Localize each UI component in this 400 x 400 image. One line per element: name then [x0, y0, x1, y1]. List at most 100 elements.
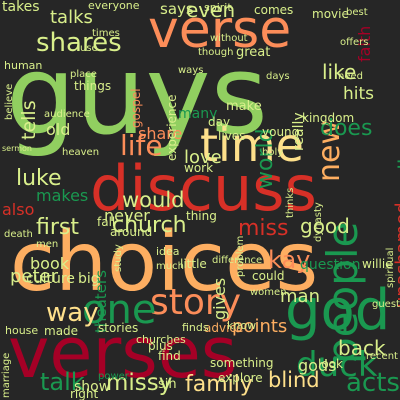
word: verses — [8, 312, 238, 394]
word: man — [280, 286, 320, 307]
word: love — [184, 147, 222, 168]
word: could — [252, 269, 285, 283]
word: tells — [18, 100, 40, 140]
word: little — [180, 257, 207, 271]
word: verse — [148, 0, 292, 60]
word: things — [74, 79, 112, 93]
word: recent — [366, 351, 398, 362]
word: idea — [156, 245, 180, 258]
word: does — [320, 116, 373, 141]
word: guys — [6, 31, 268, 159]
word: holy — [262, 147, 284, 158]
word: everyone — [88, 0, 140, 12]
word: difference — [212, 255, 263, 266]
word: talks — [50, 7, 93, 28]
word: recalls — [394, 148, 400, 213]
word: work — [184, 161, 214, 175]
word: comes — [254, 3, 294, 17]
word: look — [318, 357, 343, 371]
word: make — [226, 99, 262, 114]
word: question — [300, 257, 361, 273]
word: life — [120, 129, 163, 162]
word: duck — [296, 345, 378, 385]
word: shares — [36, 28, 122, 58]
word: gods — [298, 356, 337, 375]
word: plus — [148, 339, 173, 353]
word: makes — [36, 186, 89, 205]
word: big — [78, 271, 100, 287]
word: luke — [16, 166, 62, 191]
word: problem — [235, 235, 246, 277]
word: best — [346, 7, 368, 18]
word: discuss — [90, 152, 317, 225]
word: back — [338, 336, 386, 360]
word: one — [82, 287, 157, 333]
word: power — [98, 371, 129, 382]
word: never — [104, 206, 150, 225]
word: blind — [268, 368, 320, 392]
word: acts — [346, 368, 400, 398]
word: story — [150, 282, 242, 323]
word: death — [4, 229, 33, 240]
word: family — [185, 372, 253, 397]
word: willie — [362, 257, 393, 271]
word: place — [70, 69, 97, 80]
word: gospel — [129, 88, 143, 128]
word: sermon — [2, 144, 32, 153]
word: thinks — [285, 187, 296, 218]
word: like — [322, 60, 357, 84]
word: sin — [158, 377, 177, 392]
word: churches — [136, 333, 186, 346]
word: days — [266, 71, 290, 82]
word: women — [250, 287, 287, 298]
word: church — [112, 213, 187, 238]
word: miss — [238, 216, 289, 241]
word: many — [178, 106, 218, 122]
word: choices — [10, 215, 319, 310]
word: old — [46, 120, 71, 139]
word: points — [232, 316, 288, 337]
word: around — [110, 225, 153, 239]
word: much — [156, 261, 184, 272]
word: use — [80, 43, 98, 54]
word: finds — [182, 321, 209, 334]
word: men — [36, 239, 59, 250]
word: talk — [40, 368, 85, 396]
word: fall — [97, 215, 116, 229]
word: spirit — [204, 1, 232, 14]
word: know — [227, 319, 257, 332]
word: kingdom — [302, 111, 355, 125]
word: god — [285, 278, 391, 343]
word: show — [74, 379, 111, 395]
word: peter — [10, 266, 59, 287]
word: even — [186, 0, 236, 22]
word: says — [160, 0, 194, 18]
word: also — [2, 200, 35, 219]
word: kay — [268, 246, 311, 274]
word: time — [200, 118, 304, 172]
word: takes — [2, 0, 40, 15]
word: culture — [26, 271, 75, 287]
word: experience — [165, 94, 179, 161]
word: share — [138, 124, 183, 143]
word: house — [5, 324, 39, 337]
word: good — [300, 214, 350, 238]
word: find — [158, 349, 181, 363]
word: movie — [312, 7, 349, 21]
word: book — [30, 254, 69, 273]
word: human — [4, 59, 43, 72]
word: though — [198, 47, 234, 58]
word: guest — [372, 299, 400, 310]
word: offers — [340, 37, 369, 48]
word: without — [210, 33, 248, 44]
word: thing — [186, 209, 217, 223]
word: missy — [106, 370, 173, 396]
word: would — [122, 188, 185, 212]
word: marriage — [1, 352, 12, 398]
word: hits — [343, 84, 375, 104]
word: young — [262, 125, 300, 139]
word: explore — [218, 371, 263, 385]
word: gives — [210, 277, 229, 320]
word: audience — [44, 109, 90, 120]
